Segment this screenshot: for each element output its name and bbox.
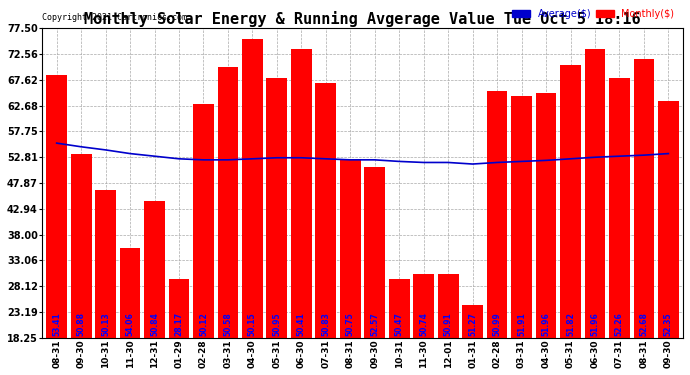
Bar bbox=[119, 248, 141, 338]
Bar bbox=[364, 166, 385, 338]
Bar bbox=[291, 49, 312, 338]
Text: 52.68: 52.68 bbox=[640, 312, 649, 336]
Bar bbox=[584, 49, 605, 338]
Text: 50.41: 50.41 bbox=[297, 313, 306, 336]
Bar bbox=[95, 190, 116, 338]
Bar bbox=[144, 201, 165, 338]
Bar bbox=[389, 279, 410, 338]
Text: 50.13: 50.13 bbox=[101, 313, 110, 336]
Text: 50.99: 50.99 bbox=[493, 313, 502, 336]
Bar bbox=[266, 78, 287, 338]
Text: 50.12: 50.12 bbox=[199, 313, 208, 336]
Text: 52.57: 52.57 bbox=[371, 313, 380, 336]
Text: 50.75: 50.75 bbox=[346, 313, 355, 336]
Bar bbox=[486, 91, 508, 338]
Bar bbox=[535, 93, 556, 338]
Bar bbox=[560, 64, 581, 338]
Text: 28.17: 28.17 bbox=[175, 312, 184, 336]
Text: 52.26: 52.26 bbox=[615, 313, 624, 336]
Bar bbox=[315, 83, 336, 338]
Text: 51.82: 51.82 bbox=[566, 312, 575, 336]
Text: 50.74: 50.74 bbox=[420, 312, 428, 336]
Text: 50.58: 50.58 bbox=[224, 313, 233, 336]
Bar bbox=[511, 96, 532, 338]
Text: 50.91: 50.91 bbox=[444, 313, 453, 336]
Text: 50.15: 50.15 bbox=[248, 313, 257, 336]
Bar bbox=[413, 274, 434, 338]
Text: 52.35: 52.35 bbox=[664, 313, 673, 336]
Bar bbox=[609, 78, 630, 338]
Bar bbox=[193, 104, 214, 338]
Text: 54.06: 54.06 bbox=[126, 313, 135, 336]
Bar bbox=[437, 274, 459, 338]
Bar bbox=[633, 60, 654, 338]
Title: Monthly Solar Energy & Running Avgerage Value Tue Oct 5 18:16: Monthly Solar Energy & Running Avgerage … bbox=[84, 11, 641, 27]
Text: 50.84: 50.84 bbox=[150, 312, 159, 336]
Bar bbox=[71, 154, 92, 338]
Bar bbox=[242, 39, 263, 338]
Text: 50.95: 50.95 bbox=[273, 313, 282, 336]
Legend: Average($), Monthly($): Average($), Monthly($) bbox=[509, 5, 678, 23]
Text: 51.91: 51.91 bbox=[517, 313, 526, 336]
Bar bbox=[46, 75, 67, 338]
Text: Copyright 2021 Cartronics.com: Copyright 2021 Cartronics.com bbox=[42, 13, 187, 22]
Text: 51.96: 51.96 bbox=[591, 313, 600, 336]
Text: 53.41: 53.41 bbox=[52, 313, 61, 336]
Text: 51.96: 51.96 bbox=[542, 313, 551, 336]
Text: 51.27: 51.27 bbox=[468, 312, 477, 336]
Text: 50.47: 50.47 bbox=[395, 312, 404, 336]
Bar bbox=[462, 305, 483, 338]
Text: 50.83: 50.83 bbox=[322, 312, 331, 336]
Text: 50.88: 50.88 bbox=[77, 312, 86, 336]
Bar bbox=[168, 279, 190, 338]
Bar bbox=[340, 159, 361, 338]
Bar bbox=[217, 67, 238, 338]
Bar bbox=[658, 101, 679, 338]
